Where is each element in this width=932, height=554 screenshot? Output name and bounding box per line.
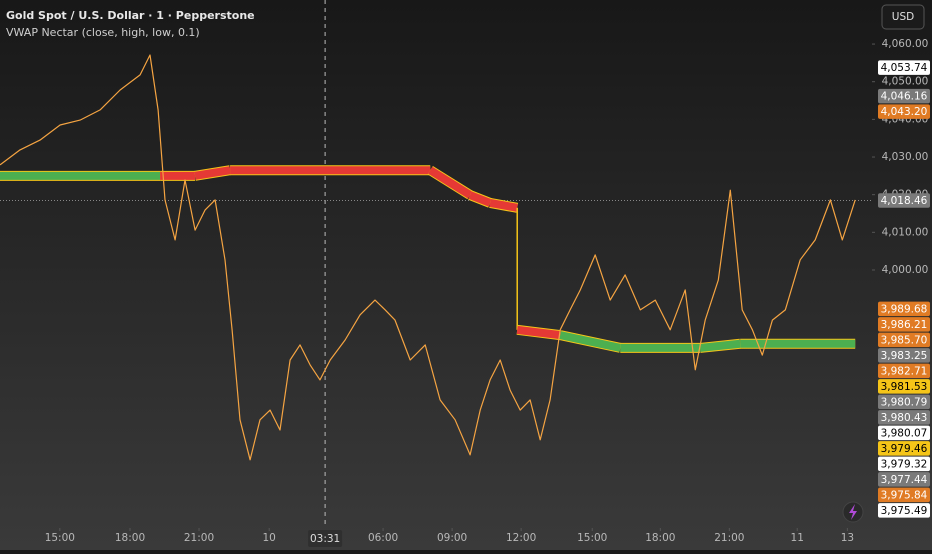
price-tag — [878, 441, 930, 456]
crosshair-label-box — [308, 530, 343, 547]
plot-area — [0, 0, 872, 528]
currency-button[interactable] — [881, 4, 925, 30]
price-tag — [878, 425, 930, 441]
price-tag-label: 3,979.46 — [881, 443, 928, 455]
price-tag — [878, 332, 930, 348]
x-tick-label: 15:00 — [45, 532, 75, 544]
price-tag — [878, 410, 930, 425]
price-tag-label: 3,980.07 — [881, 427, 928, 439]
x-tick-label: 13 — [841, 532, 854, 544]
x-tick-label: 21:00 — [184, 532, 214, 544]
y-tick-label: 4,000.00 — [882, 264, 929, 276]
y-tick-label: 4,060.00 — [882, 38, 929, 50]
chart-title: Gold Spot / U.S. Dollar · 1 · Pepperston… — [6, 9, 255, 22]
vwap-band — [489, 199, 518, 212]
price-tag — [878, 60, 930, 75]
price-tag-label: 3,980.43 — [881, 412, 928, 424]
vwap-band — [516, 325, 561, 340]
currency-label[interactable]: USD — [892, 11, 914, 23]
x-tick-label: 06:00 — [368, 532, 398, 544]
price-tag — [878, 487, 930, 503]
price-tag — [878, 348, 930, 363]
price-tag-label: 4,018.46 — [881, 195, 928, 207]
flash-icon[interactable] — [842, 501, 864, 523]
price-tag-label: 4,053.74 — [881, 62, 928, 74]
y-tick-label: 4,050.00 — [882, 76, 929, 88]
indicator-label: VWAP Nectar (close, high, low, 0.1) — [6, 26, 200, 39]
price-tag-label: 3,975.84 — [881, 489, 928, 501]
x-tick-label: 18:00 — [645, 532, 675, 544]
price-tag — [878, 503, 930, 518]
price-tag — [878, 472, 930, 487]
price-tag-label: 3,982.71 — [881, 365, 928, 377]
price-tag-label: 3,979.32 — [881, 458, 928, 470]
price-tag — [878, 363, 930, 379]
x-tick-label: 10 — [263, 532, 276, 544]
price-tag — [878, 193, 930, 208]
price-tag-label: 3,980.79 — [881, 396, 928, 408]
x-tick-label: 15:00 — [577, 532, 607, 544]
price-tag-label: 3,977.44 — [881, 474, 928, 486]
price-tag-label: 3,986.21 — [881, 319, 928, 331]
price-tag — [878, 104, 930, 119]
vwap-band — [559, 331, 622, 352]
price-tag-label: 3,981.53 — [881, 381, 928, 393]
price-tag-label: 3,989.68 — [881, 303, 928, 315]
price-tag — [878, 88, 930, 104]
vwap-band — [428, 166, 473, 199]
price-tag-label: 4,043.20 — [881, 106, 928, 118]
price-tag-label: 3,983.25 — [881, 350, 928, 362]
price-tag — [878, 379, 930, 394]
price-tag-label: 3,985.70 — [881, 334, 928, 346]
price-tag — [878, 301, 930, 317]
price-tag — [878, 317, 930, 332]
vwap-band — [194, 166, 231, 180]
price-tag-label: 3,975.49 — [881, 505, 928, 517]
crosshair-label: 03:31 — [310, 533, 340, 545]
vwap-band — [699, 339, 741, 352]
vwap-band — [468, 191, 492, 207]
price-tag — [878, 456, 930, 472]
x-tick-label: 11 — [791, 532, 804, 544]
x-tick-label: 12:00 — [506, 532, 536, 544]
x-tick-label: 18:00 — [115, 532, 145, 544]
price-line — [0, 54, 856, 461]
y-tick-label: 4,010.00 — [882, 226, 929, 238]
price-tag-label: 4,046.16 — [881, 91, 928, 103]
x-tick-label: 21:00 — [714, 532, 744, 544]
y-tick-label: 4,030.00 — [882, 151, 929, 163]
x-tick-label: 09:00 — [437, 532, 467, 544]
price-tag — [878, 394, 930, 410]
